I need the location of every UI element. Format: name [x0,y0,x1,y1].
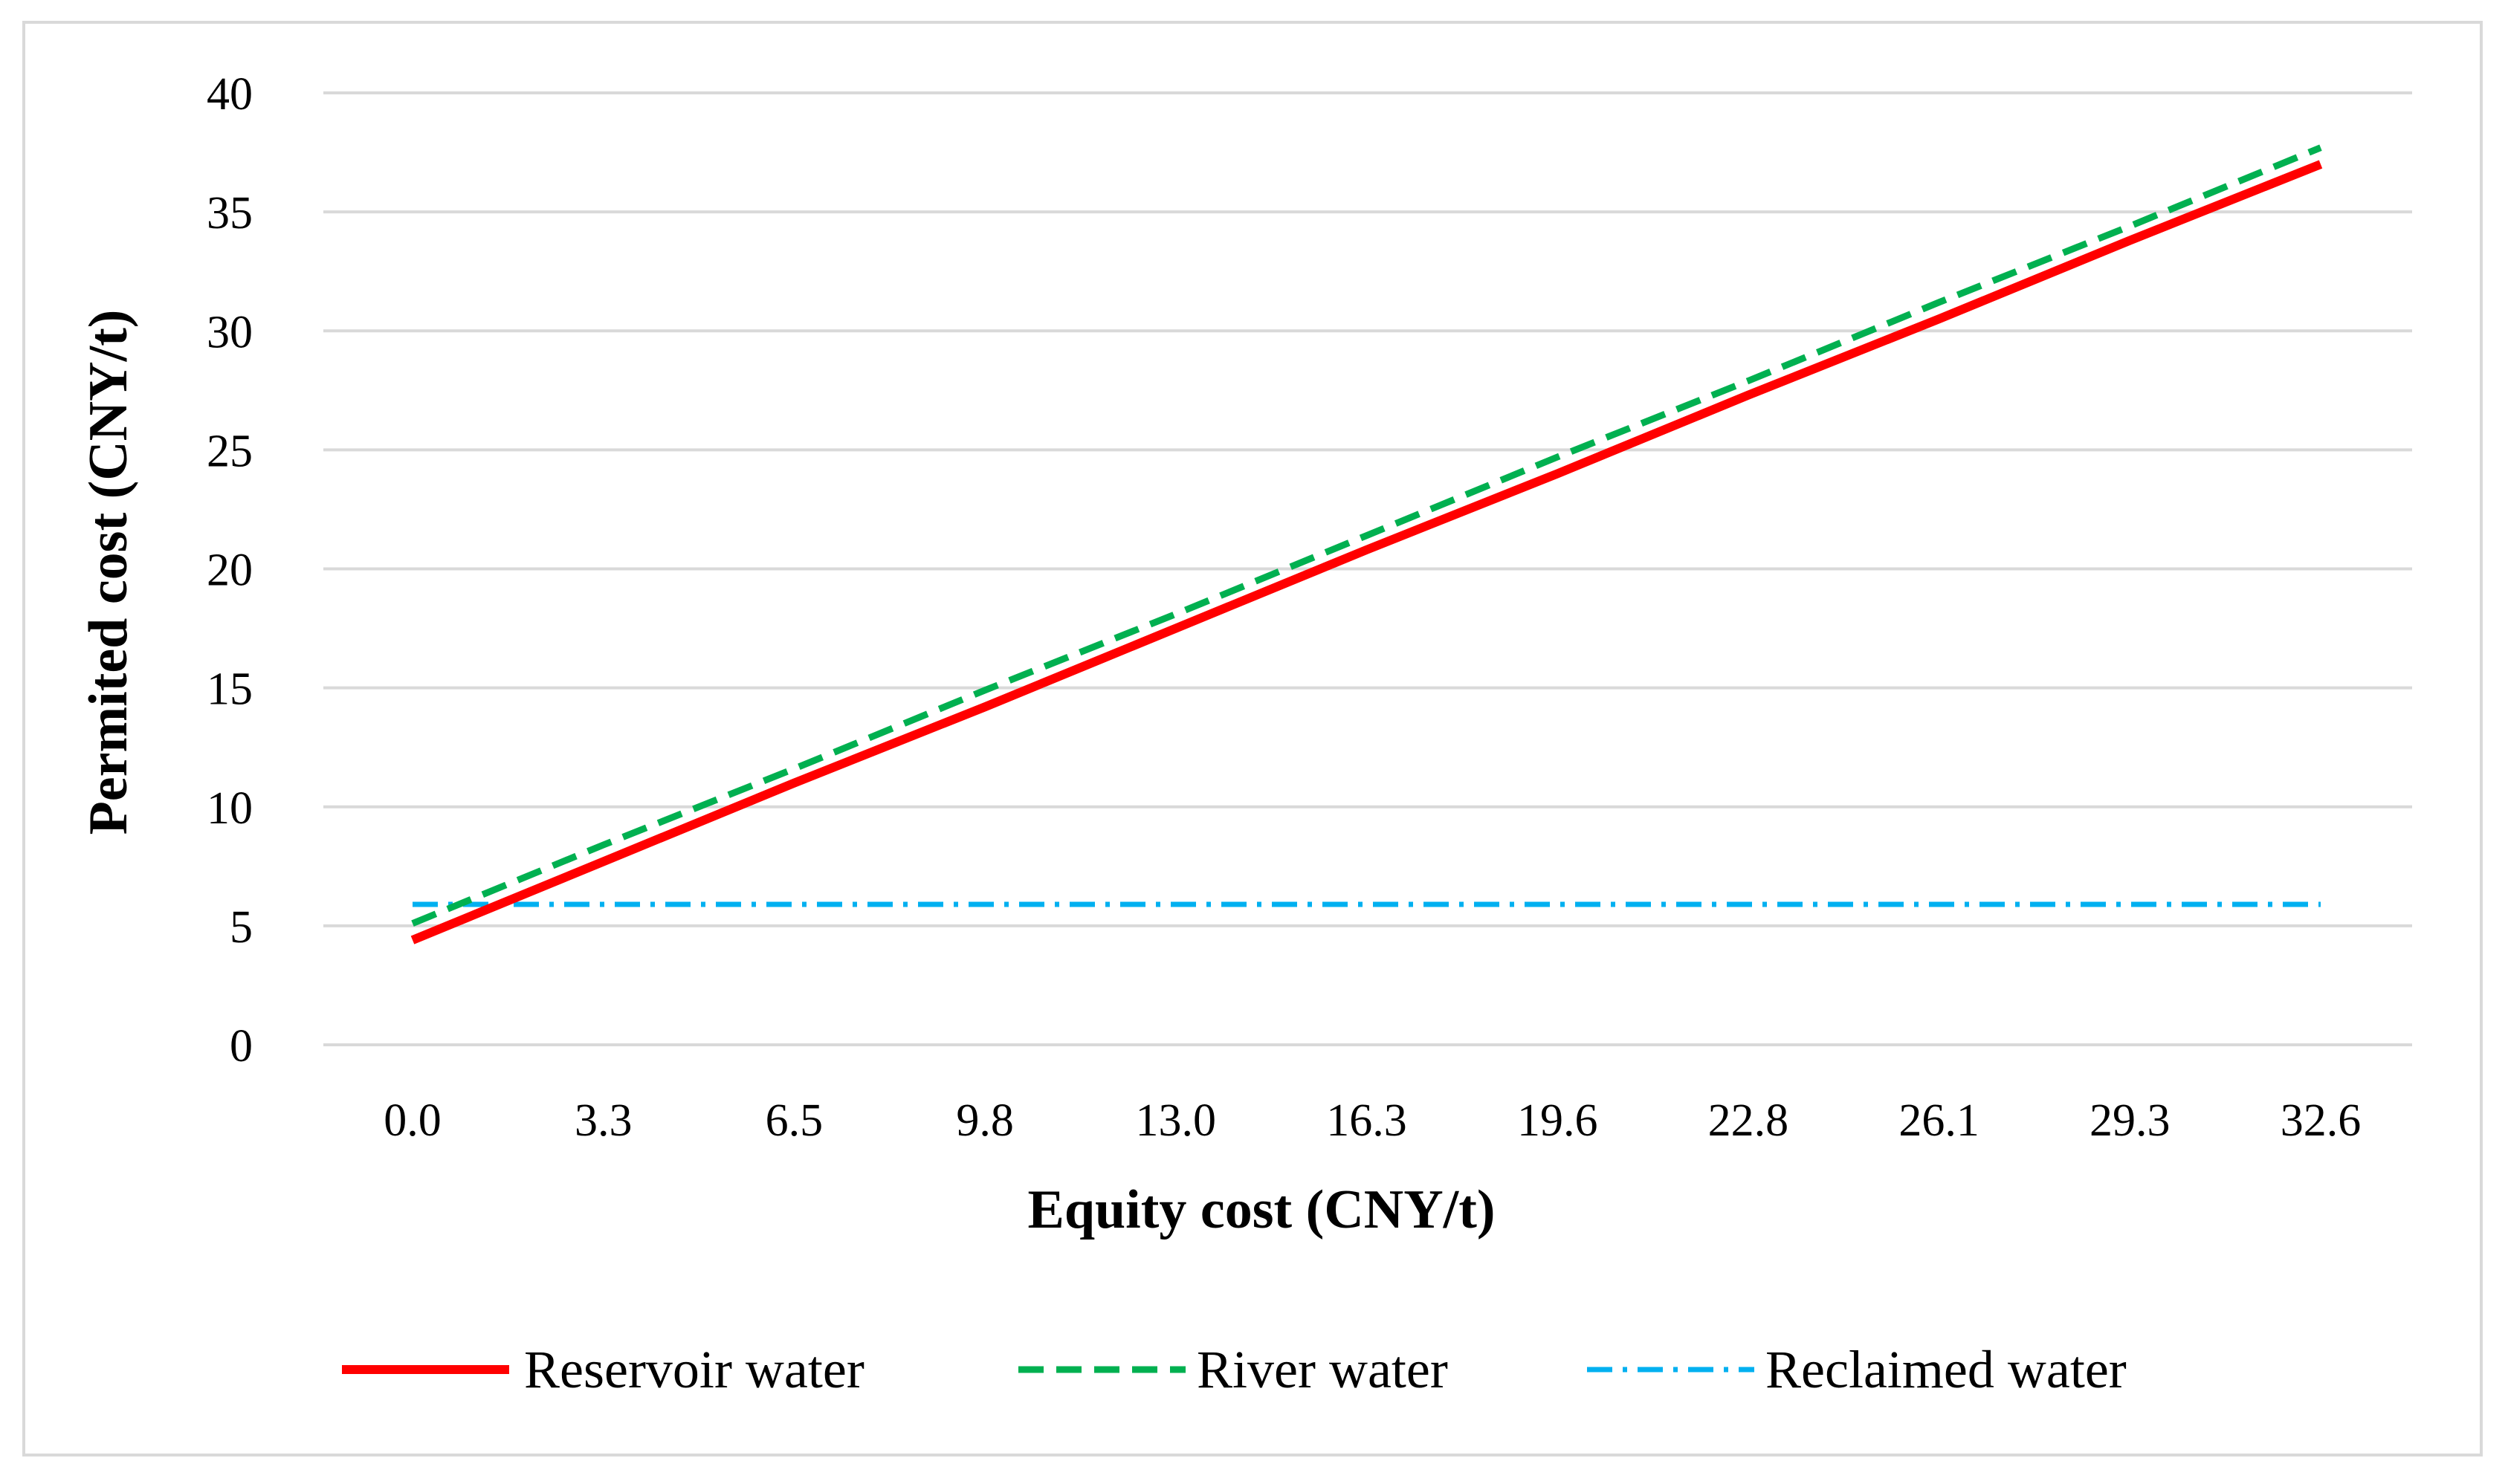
legend: Reservoir water River water Reclaimed wate… [342,1340,2127,1399]
y-tick-label: 15 [207,664,253,715]
y-axis-title: Permited cost (CNY/t) [78,310,139,835]
y-axis-ticks: 0 5 10 15 20 25 30 35 40 [207,69,253,1072]
x-tick-label: 32.6 [2281,1095,2362,1146]
y-tick-label: 30 [207,307,253,357]
x-tick-label: 26.1 [1898,1095,1979,1146]
y-tick-label: 25 [207,426,253,476]
x-axis-ticks: 0.0 3.3 6.5 9.8 13.0 16.3 19.6 22.8 26.1 29.3 32.6 [384,1095,2361,1146]
x-tick-label: 0.0 [384,1095,442,1146]
gridlines [323,91,2412,1046]
y-tick-label: 5 [230,902,253,953]
x-tick-label: 3.3 [575,1095,633,1146]
legend-label: River water [1197,1340,1448,1399]
series-line-river-water [411,144,2322,927]
x-tick-label: 6.5 [766,1095,824,1146]
x-tick-label: 29.3 [2090,1095,2171,1146]
y-tick-label: 35 [207,188,253,239]
series-line-reservoir-water [410,160,2323,944]
x-tick-label: 9.8 [956,1095,1014,1146]
x-axis-title: Equity cost (CNY/t) [1028,1179,1496,1240]
legend-label: Reservoir water [524,1340,864,1399]
x-tick-label: 16.3 [1326,1095,1407,1146]
y-tick-label: 20 [207,545,253,596]
legend-label: Reclaimed water [1765,1340,2127,1399]
y-tick-label: 40 [207,69,253,120]
y-tick-label: 10 [207,783,253,834]
x-tick-label: 13.0 [1136,1095,1217,1146]
x-tick-label: 22.8 [1708,1095,1789,1146]
y-tick-label: 0 [230,1021,253,1072]
x-tick-label: 19.6 [1517,1095,1598,1146]
series-lines [410,144,2323,944]
